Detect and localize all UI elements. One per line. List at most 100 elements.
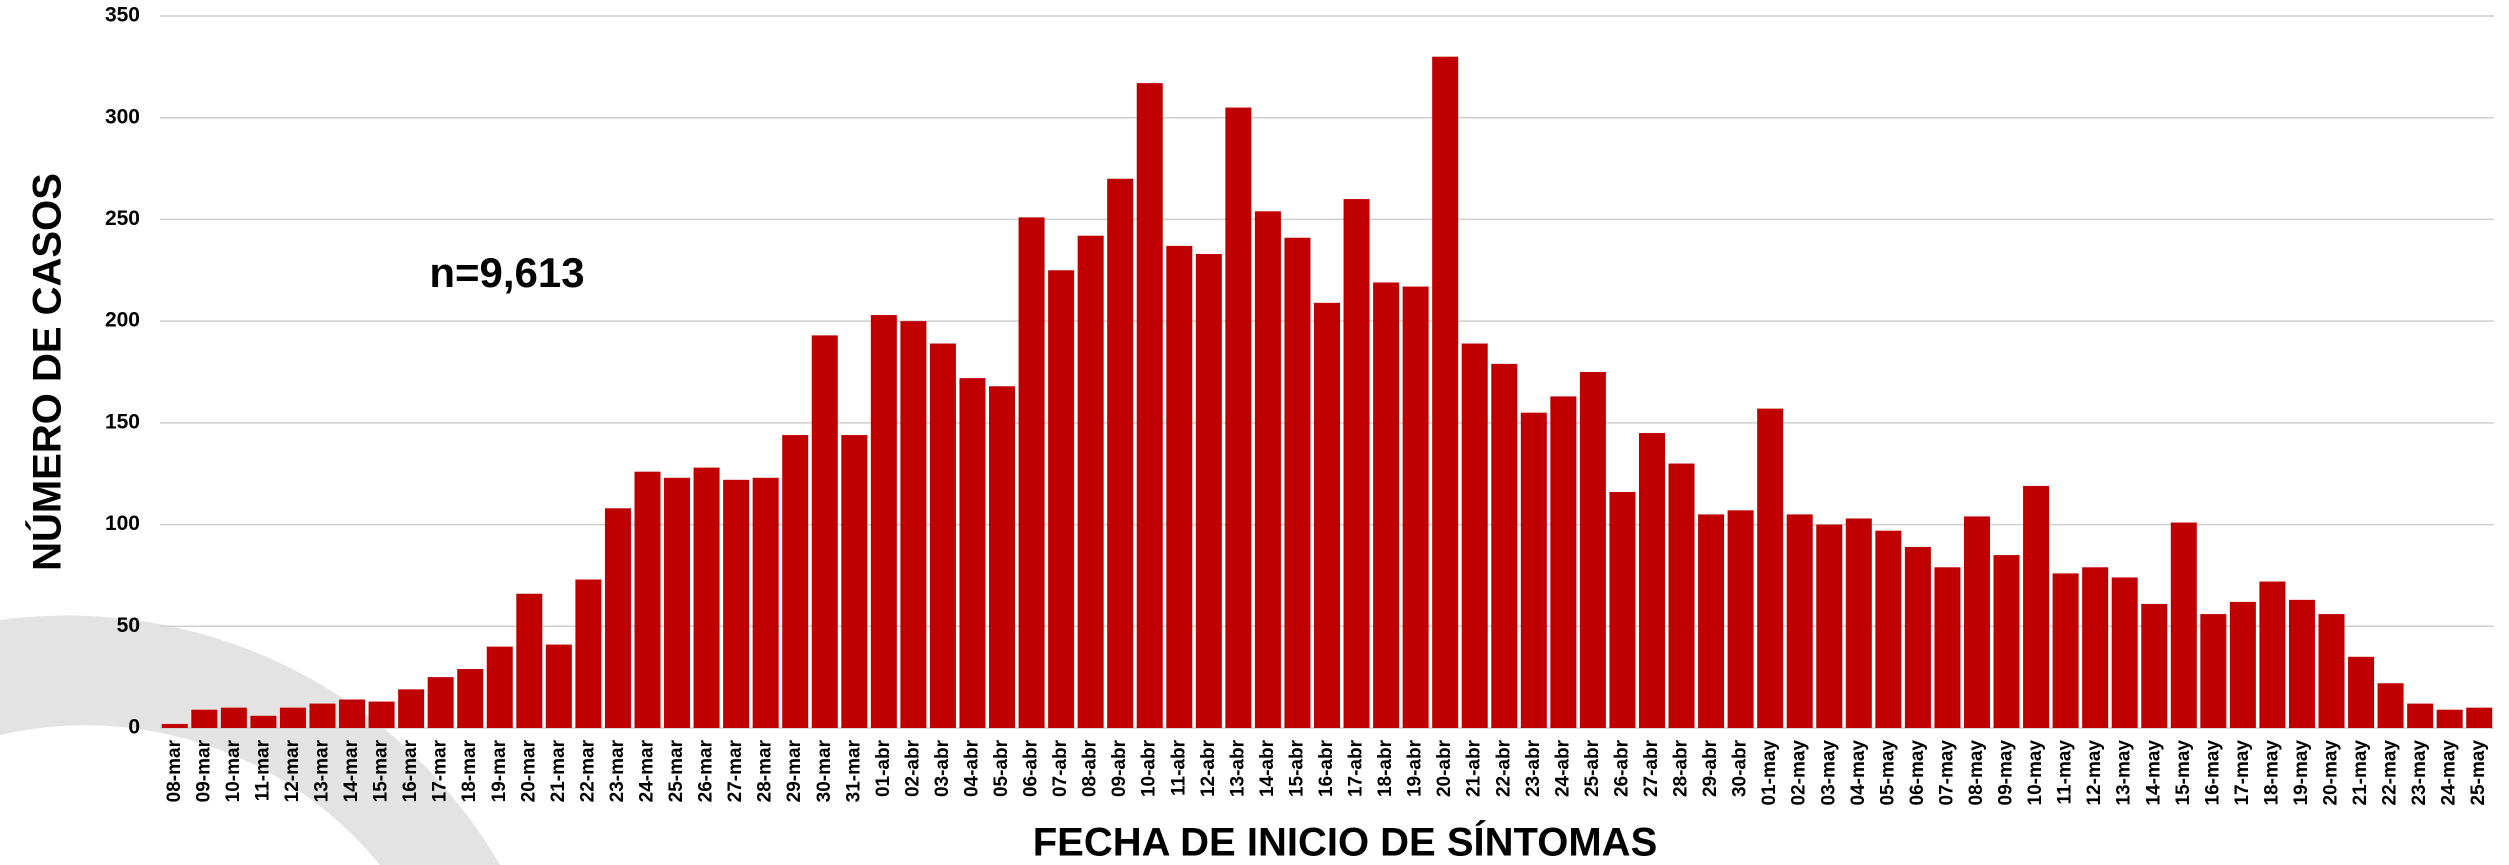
x-tick-label: 08-mar — [164, 739, 185, 802]
x-tick-label: 17-mar — [430, 739, 451, 802]
bar — [2141, 603, 2168, 728]
bar — [2082, 567, 2109, 728]
x-tick-label: 20-mar — [518, 739, 539, 802]
x-tick-label: 16-mar — [400, 739, 421, 802]
bar — [664, 477, 691, 728]
x-tick-label: 01-abr — [873, 739, 894, 797]
bar — [1963, 516, 1990, 728]
x-tick-label: 05-abr — [991, 739, 1012, 797]
bar — [1284, 237, 1311, 729]
x-tick-label: 18-may — [2261, 740, 2282, 806]
y-tick-label: 300 — [105, 105, 140, 128]
bar — [2052, 573, 2079, 728]
bar — [1048, 270, 1075, 728]
plot-area: 0 50 100 150 200 250 300 350 08-mar 09-mar 10-mar 1… — [105, 4, 2494, 806]
bar — [752, 477, 779, 728]
x-tick-label: 19-mar — [489, 739, 510, 802]
bar — [1727, 510, 1754, 728]
bar — [693, 467, 720, 728]
bar — [398, 689, 425, 728]
x-tick-label: 19-may — [2291, 740, 2312, 806]
bar — [1993, 555, 2020, 728]
x-tick-label: 23-mar — [607, 739, 628, 802]
x-tick-label: 15-may — [2173, 740, 2194, 806]
x-tick-label: 10-mar — [223, 739, 244, 802]
bar — [1077, 235, 1104, 728]
x-axis-title: FECHA DE INICIO DE SÍNTOMAS — [1033, 820, 1658, 865]
x-tick-label: 11-mar — [252, 739, 273, 801]
x-tick-label: 20-abr — [1434, 739, 1455, 797]
bar — [2229, 601, 2256, 728]
bar — [1520, 412, 1547, 728]
x-tick-label: 19-abr — [1405, 739, 1426, 797]
x-tick-label: 14-may — [2143, 740, 2164, 806]
x-tick-label: 22-abr — [1493, 739, 1514, 797]
bar — [2377, 683, 2404, 728]
x-tick-label: 13-abr — [1227, 739, 1248, 797]
y-tick-label: 0 — [128, 716, 140, 739]
bar — [1254, 211, 1281, 728]
x-tick-label: 28-mar — [755, 739, 776, 802]
x-tick-label: 08-abr — [1080, 739, 1101, 797]
bar — [1166, 245, 1193, 729]
x-tick-label: 21-mar — [548, 739, 569, 802]
x-tick-label: 07-abr — [1050, 739, 1071, 797]
y-tick-label: 100 — [105, 512, 140, 535]
bar — [2318, 614, 2345, 728]
x-tick-label: 25-mar — [666, 739, 687, 802]
bar — [1136, 83, 1163, 729]
x-tick-label: 23-may — [2409, 740, 2430, 806]
bar — [368, 701, 395, 728]
x-tick-label: 21-abr — [1464, 739, 1485, 797]
x-tick-label: 27-mar — [725, 739, 746, 802]
bar — [1432, 56, 1459, 728]
bar — [191, 709, 218, 728]
bar — [516, 593, 543, 728]
bar — [1018, 217, 1045, 728]
bar — [2288, 599, 2315, 728]
bar — [1698, 514, 1725, 728]
bar — [1904, 546, 1931, 728]
bar — [1638, 433, 1665, 728]
x-tick-label: 29-mar — [784, 739, 805, 802]
x-tick-label: 12-mar — [282, 739, 303, 802]
x-tick-label: 16-may — [2202, 740, 2223, 806]
bar — [782, 435, 809, 728]
x-tick-label: 24-may — [2439, 740, 2460, 806]
bar — [575, 579, 602, 728]
bar — [1491, 363, 1518, 728]
y-tick-label: 50 — [117, 614, 140, 637]
bar — [309, 703, 336, 728]
x-tick-label: 10-may — [2025, 740, 2046, 806]
y-tick-label: 250 — [105, 207, 140, 230]
x-tick-label: 27-abr — [1641, 739, 1662, 797]
bar — [1195, 254, 1222, 729]
bar — [811, 335, 838, 728]
bar — [427, 677, 454, 728]
x-tick-label: 22-may — [2380, 740, 2401, 806]
x-tick-label: 17-may — [2232, 740, 2253, 806]
x-tick-label: 11-abr — [1168, 739, 1189, 796]
bar — [1402, 286, 1429, 728]
x-tick-label: 08-may — [1966, 740, 1987, 806]
x-tick-label: 04-abr — [961, 739, 982, 797]
x-tick-label: 15-abr — [1286, 739, 1307, 797]
x-tick-label: 31-mar — [843, 739, 864, 802]
bar — [2170, 522, 2197, 728]
x-tick-label: 09-mar — [193, 739, 214, 802]
x-tick-label: 17-abr — [1346, 739, 1367, 797]
bar — [1609, 492, 1636, 728]
bar — [959, 378, 986, 728]
bar — [2466, 707, 2493, 728]
bar — [1461, 343, 1488, 728]
x-tick-label: 28-abr — [1671, 739, 1692, 797]
x-tick-label: 26-mar — [696, 739, 717, 802]
bar — [1373, 282, 1400, 728]
x-tick-label: 18-abr — [1375, 739, 1396, 797]
bar — [723, 479, 750, 728]
x-tick-label: 02-may — [1789, 740, 1810, 806]
x-tick-label: 06-may — [1907, 740, 1928, 806]
x-tick-label: 09-abr — [1109, 739, 1130, 797]
bar — [2200, 614, 2227, 728]
